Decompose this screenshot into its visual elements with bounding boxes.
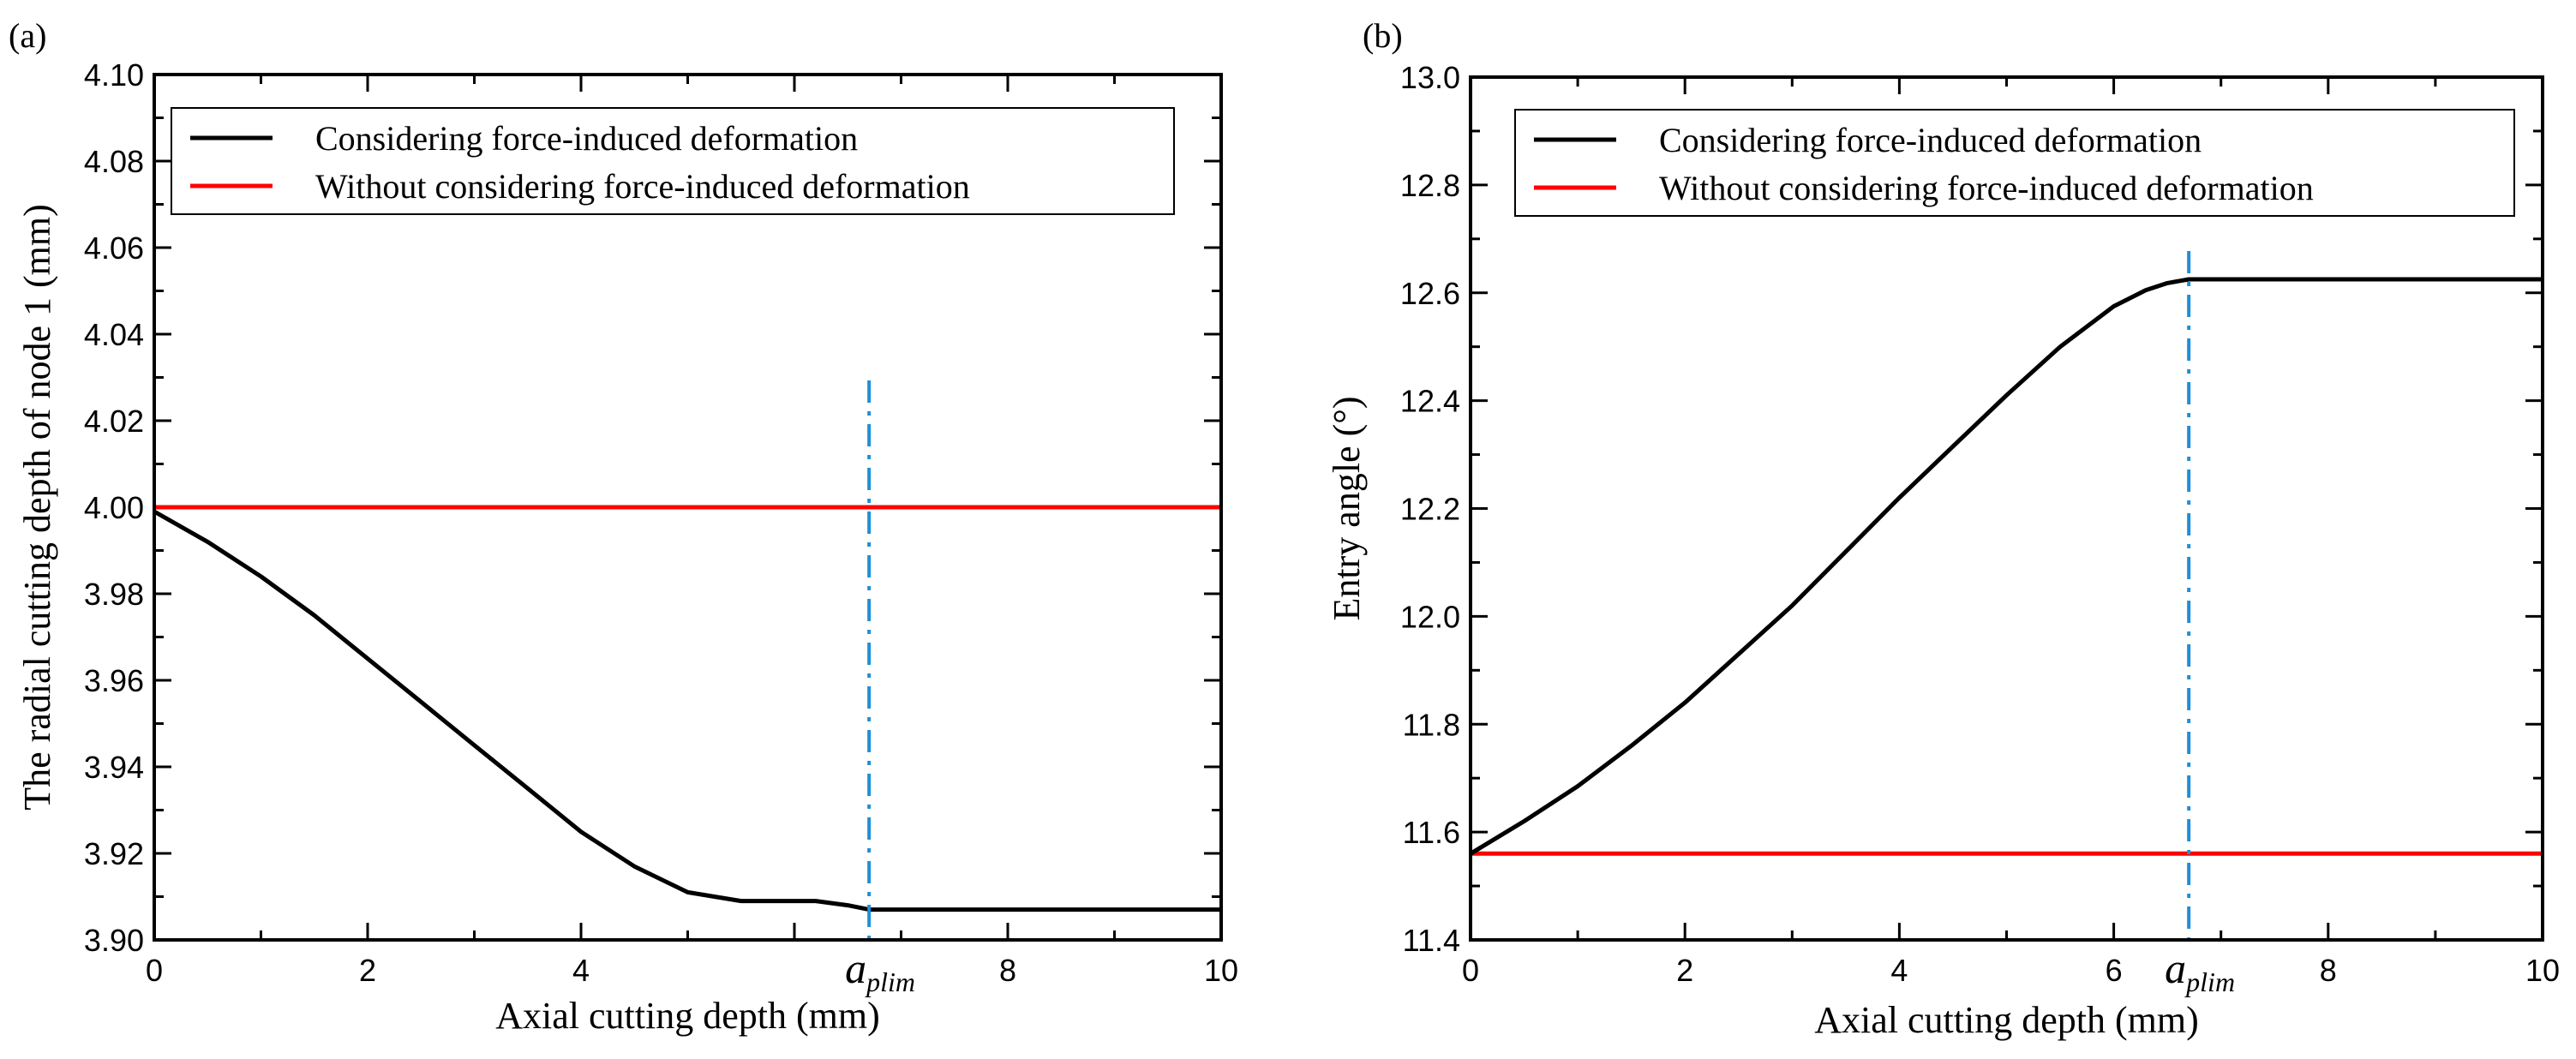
panel-a-xtick-label: 2 [359, 953, 376, 988]
panel-b-label: (b) [1363, 16, 1403, 55]
panel-a-aplim-label: aplim [845, 944, 915, 997]
panel-b-legend: Considering force-induced deformation Wit… [1514, 109, 2515, 217]
panel-a-ytick-label: 3.96 [84, 663, 144, 698]
panel-a-ylabel: The radial cutting depth of node 1 (mm) [16, 204, 58, 810]
panel-b-ytick-label: 11.8 [1403, 707, 1460, 742]
panel-a-legend-label: Considering force-induced deformation [315, 119, 858, 158]
panel-a-ytick-label: 4.06 [84, 230, 144, 266]
panel-b-legend-box [1514, 109, 2515, 217]
panel-b-ytick-label: 11.6 [1403, 815, 1460, 850]
panel-b-xtick-label: 6 [2106, 953, 2123, 988]
panel-b-ytick-label: 13.0 [1400, 60, 1460, 95]
panel-b-xtick-label: 10 [2525, 953, 2560, 988]
panel-b-ytick-label: 11.4 [1403, 923, 1460, 958]
panel-a-legend-box [171, 107, 1175, 215]
panel-b-legend-label: Without considering force-induced deform… [1659, 169, 2314, 207]
panel-a-ytick-label: 3.94 [84, 750, 144, 785]
panel-a-xtick-label: 0 [146, 953, 163, 988]
panel-b-aplim-main: a [2165, 944, 2186, 992]
panel-b-xtick-label: 4 [1890, 953, 1908, 988]
panel-a-ytick-label: 3.90 [84, 923, 144, 958]
panel-b-ytick-label: 12.2 [1400, 492, 1460, 527]
panel-b-xtick-label: 8 [2320, 953, 2337, 988]
panel-b-series-considering [1471, 277, 2543, 856]
panel-b-ytick-label: 12.8 [1400, 168, 1460, 203]
panel-b-axes-frame [1469, 75, 2544, 942]
panel-a-xtick-label: 4 [572, 953, 590, 988]
panel-a-plot-area [154, 505, 1221, 912]
panel-a-label: (a) [9, 16, 46, 55]
panel-a-xlabel: Axial cutting depth (mm) [495, 995, 879, 1037]
panel-a-ytick-label: 4.10 [84, 57, 144, 93]
panel-a-ytick-label: 3.92 [84, 836, 144, 871]
panel-a-series-considering [154, 509, 1221, 912]
panel-a-ytick-label: 3.98 [84, 577, 144, 612]
panel-a-ytick-label: 4.02 [84, 404, 144, 439]
panel-a-legend: Considering force-induced deformation Wit… [171, 107, 1175, 215]
panel-a-aplim-sub: plim [865, 966, 915, 997]
panel-a-legend-label: Without considering force-induced deform… [315, 167, 970, 206]
panel-b-ylabel: Entry angle (°) [1326, 397, 1368, 621]
panel-b-plot-area [1471, 277, 2543, 856]
panel-a-ytick-label: 4.00 [84, 490, 144, 525]
panel-a-aplim-main: a [845, 944, 866, 992]
panel-b-xtick-label: 2 [1676, 953, 1693, 988]
panel-a-xtick-label: 10 [1204, 953, 1238, 988]
panel-a-ytick-label: 4.08 [84, 144, 144, 179]
panel-b-aplim-label: aplim [2165, 944, 2235, 997]
panel-b-ytick-label: 12.4 [1400, 384, 1460, 419]
panel-a: (a) 0 2 4 8 10 3.90 3.92 3.94 3.96 3.98 4.00 4.02 4.0… [9, 16, 1238, 1037]
panel-b-xlabel: Axial cutting depth (mm) [1814, 999, 2198, 1041]
panel-b-xtick-label: 0 [1462, 953, 1479, 988]
panel-a-xtick-label: 8 [999, 953, 1016, 988]
panel-a-axes-frame [153, 73, 1223, 942]
panel-b-aplim-sub: plim [2184, 966, 2235, 997]
panel-b-legend-label: Considering force-induced deformation [1659, 121, 2202, 159]
panel-b-ytick-label: 12.0 [1400, 599, 1460, 634]
panel-a-ytick-label: 4.04 [84, 317, 144, 352]
panel-b-ytick-label: 12.6 [1400, 276, 1460, 311]
panel-b: (b) 0 2 4 6 8 10 11.4 11.6 11.8 12.0 12.2 12.4 12.6 12… [1326, 16, 2560, 1041]
